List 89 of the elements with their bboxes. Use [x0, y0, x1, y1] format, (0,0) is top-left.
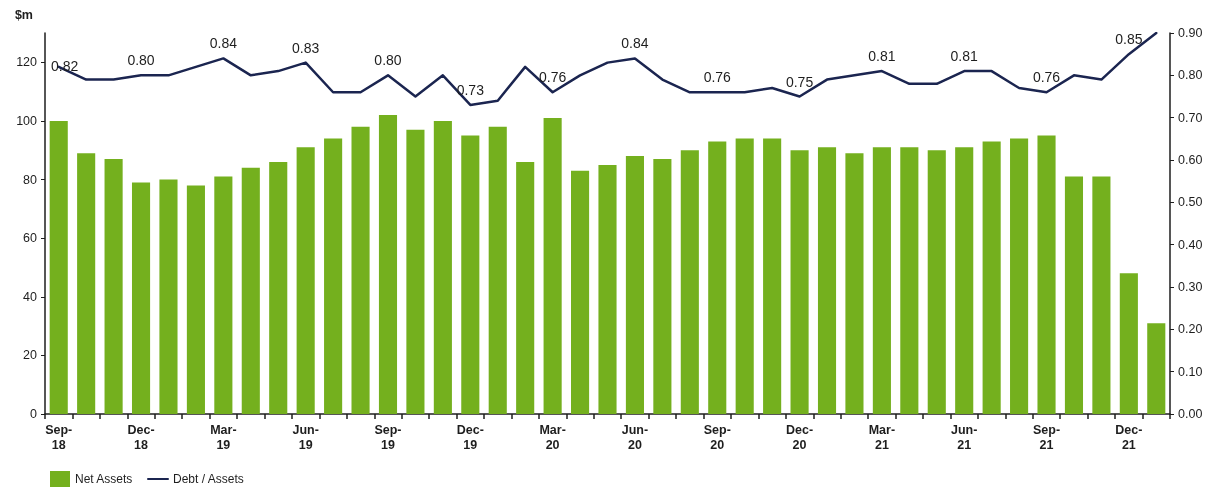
- bar: [1147, 323, 1166, 414]
- bar: [571, 170, 590, 414]
- data-label: 0.73: [456, 81, 485, 98]
- y2-tick-label: 0.50: [1178, 195, 1203, 210]
- data-label: 0.80: [127, 52, 155, 69]
- bar: [324, 138, 343, 414]
- bar: [488, 126, 507, 414]
- x-tick-label: Sep-20: [703, 422, 731, 452]
- y-tick-label: 20: [23, 348, 38, 363]
- bar: [653, 159, 672, 414]
- bar: [1010, 138, 1029, 414]
- bar: [1064, 176, 1084, 414]
- bar: [77, 153, 96, 414]
- bar: [543, 117, 562, 414]
- x-tick-label: Jun-19: [292, 422, 319, 452]
- bar: [955, 147, 974, 414]
- bar: [845, 153, 864, 414]
- bar: [378, 115, 398, 414]
- y2-tick-label: 0.00: [1178, 407, 1203, 421]
- bar: [241, 167, 260, 414]
- bar: [763, 138, 782, 414]
- data-label: 0.76: [539, 69, 567, 86]
- y2-tick-label: 0.20: [1178, 322, 1203, 337]
- x-tick-label: Sep-19: [374, 422, 402, 452]
- bar: [872, 147, 891, 414]
- bar: [900, 147, 919, 414]
- bar: [269, 161, 288, 414]
- legend-label: Debt / Assets: [173, 472, 244, 486]
- data-label: 0.80: [374, 52, 402, 69]
- y2-tick-label: 0.90: [1178, 26, 1203, 40]
- bar: [598, 164, 617, 414]
- bar: [516, 161, 535, 414]
- bar: [433, 120, 452, 414]
- data-label: 0.81: [868, 48, 896, 65]
- y2-tick-label: 0.70: [1178, 110, 1203, 125]
- data-label: 0.81: [950, 48, 979, 65]
- bar: [461, 135, 480, 414]
- bar: [49, 120, 68, 414]
- y-tick-label: 0: [30, 407, 38, 421]
- data-label: 0.76: [1032, 69, 1061, 86]
- y2-tick-label: 0.30: [1178, 280, 1203, 294]
- bar: [1037, 135, 1056, 414]
- x-tick-label: Sep-21: [1032, 422, 1061, 452]
- y-tick-label: 80: [23, 172, 38, 187]
- bar: [680, 150, 699, 414]
- bar: [817, 147, 837, 414]
- y-tick-label: 40: [23, 289, 38, 304]
- y-tick-label: 100: [16, 113, 38, 128]
- data-label: 0.82: [51, 57, 79, 74]
- bar: [735, 138, 754, 414]
- data-label: 0.84: [621, 35, 649, 52]
- bar: [927, 150, 946, 414]
- y-tick-label: 120: [16, 55, 38, 70]
- bar: [186, 185, 205, 414]
- y2-tick-label: 0.80: [1178, 68, 1203, 83]
- x-tick-label: Dec-19: [456, 422, 484, 452]
- bar: [406, 129, 425, 414]
- legend-label: Net Assets: [75, 472, 133, 486]
- bar: [790, 150, 809, 414]
- x-tick-label: Jun-21: [951, 422, 978, 452]
- bar: [214, 176, 233, 414]
- y-tick-label: 60: [23, 231, 38, 246]
- bar: [131, 182, 151, 414]
- data-label: 0.75: [785, 73, 814, 90]
- bar: [708, 141, 727, 414]
- y2-tick-label: 0.10: [1178, 364, 1203, 379]
- data-label: 0.84: [209, 35, 238, 52]
- y-axis-title: $m: [14, 7, 33, 22]
- bar: [625, 156, 644, 414]
- data-label: 0.83: [292, 39, 320, 56]
- data-label: 0.85: [1115, 31, 1143, 48]
- x-tick-label: Dec-20: [786, 422, 814, 452]
- bar: [104, 159, 123, 414]
- bar: [982, 141, 1001, 414]
- x-tick-label: Mar-20: [539, 422, 566, 452]
- x-tick-label: Jun-20: [621, 422, 649, 452]
- bar: [159, 179, 178, 414]
- bar: [296, 147, 315, 414]
- bar: [1119, 273, 1138, 414]
- data-label: 0.76: [703, 69, 732, 86]
- x-tick-label: Sep-18: [45, 422, 73, 452]
- y2-tick-label: 0.60: [1178, 153, 1203, 167]
- x-tick-label: Mar-21: [868, 422, 896, 452]
- y2-tick-label: 0.40: [1178, 237, 1203, 252]
- x-tick-label: Mar-19: [210, 422, 237, 452]
- bar: [351, 126, 370, 414]
- x-tick-label: Dec-21: [1115, 422, 1143, 452]
- bar: [1092, 176, 1111, 414]
- x-tick-label: Dec-18: [127, 422, 155, 452]
